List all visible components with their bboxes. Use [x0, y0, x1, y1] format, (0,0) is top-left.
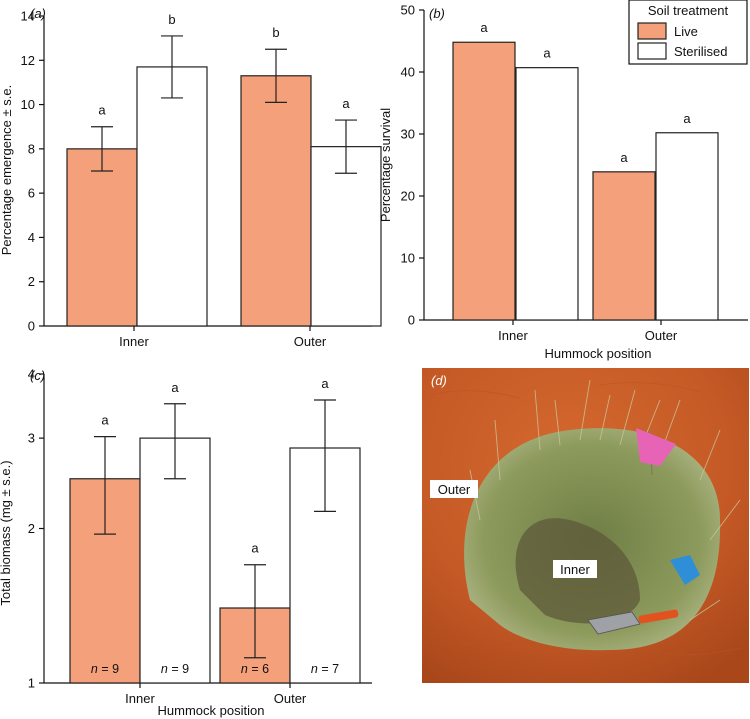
panel-a-bars: a b b a	[66, 12, 382, 327]
significance-letter: a	[683, 111, 691, 126]
y-tick-label: 2	[28, 274, 35, 289]
sand-texture	[429, 382, 741, 655]
significance-letter: a	[171, 380, 179, 395]
sample-size-label: n = 6	[241, 662, 269, 676]
legend-title: Soil treatment	[648, 3, 729, 18]
panel-d-label: (d)	[431, 373, 447, 388]
panel-a-axes: 0 2 4 6 8 10 12 14 Inner Outer	[21, 9, 372, 349]
x-tick-label: Inner	[498, 328, 528, 343]
significance-letter: a	[620, 150, 628, 165]
sample-size-label: n = 7	[311, 662, 339, 676]
y-tick-label: 14	[21, 9, 35, 24]
significance-letter: a	[543, 46, 551, 61]
bar-live-inner	[452, 41, 516, 321]
x-tick-label: Outer	[274, 691, 307, 706]
significance-letter: a	[480, 20, 488, 35]
y-tick-label: 10	[21, 97, 35, 112]
y-tick-label: 3	[28, 431, 35, 446]
legend: Soil treatment Live Sterilised	[628, 0, 748, 65]
significance-letter: a	[98, 103, 106, 118]
panel-a-label: (a)	[30, 6, 46, 21]
panel-b-x-axis-label: Hummock position	[545, 346, 652, 361]
panel-d-photo: Outer Inner (d)	[422, 368, 749, 683]
y-tick-label: 20	[401, 189, 415, 204]
sample-size-label: n = 9	[161, 662, 189, 676]
significance-letter: b	[272, 25, 279, 40]
y-tick-label: 8	[28, 141, 35, 156]
legend-swatch-sterilised	[637, 42, 667, 60]
y-tick-label: 10	[401, 251, 415, 266]
panel-a-y-axis-label: Percentage emergence ± s.e.	[0, 85, 14, 255]
trowel-icon	[587, 609, 679, 635]
bar-sterilised-inner	[136, 66, 208, 327]
significance-letter: a	[321, 376, 329, 391]
x-tick-label: Inner	[125, 691, 155, 706]
significance-letter: a	[251, 541, 259, 556]
y-tick-label: 50	[401, 3, 415, 18]
y-tick-label: 30	[401, 127, 415, 142]
y-tick-label: 4	[28, 230, 35, 245]
y-tick-label: 40	[401, 65, 415, 80]
panel-c-bars: a n = 9 a n = 6 a n = 9 a n = 7	[69, 376, 361, 684]
photo-label-bg-outer	[430, 480, 478, 498]
panel-b-label: (b)	[429, 6, 445, 21]
y-tick-label: 1	[28, 676, 35, 691]
x-tick-label: Outer	[294, 334, 327, 349]
significance-letter: a	[101, 413, 109, 428]
panel-c-label: (c)	[30, 368, 45, 383]
photo-label-bg-inner	[553, 560, 597, 578]
photo-label-inner: Inner	[560, 562, 590, 577]
panel-c: (c) 1 2 3 4 Inner Outer a n = 9 a n = 6 a n = 9 a n …	[0, 367, 372, 718]
pink-flag-icon	[636, 428, 676, 476]
y-tick-label: 2	[28, 521, 35, 536]
panel-a: (a) 0 2 4 6 8 10 12 14 Inner Outer a b b a Percentag…	[0, 6, 382, 349]
x-tick-label: Outer	[645, 328, 678, 343]
panel-b-y-axis-label: Percentage survival	[378, 108, 393, 222]
sample-size-label: n = 9	[91, 662, 119, 676]
grass-strands	[469, 379, 741, 621]
legend-entry-sterilised: Sterilised	[674, 44, 727, 59]
bar-live-inner	[66, 148, 138, 327]
significance-letter: a	[342, 96, 350, 111]
y-tick-label: 4	[28, 367, 35, 382]
x-tick-label: Inner	[119, 334, 149, 349]
panel-b-bars: a a a a	[452, 20, 719, 321]
y-tick-label: 0	[28, 319, 35, 334]
y-tick-label: 6	[28, 186, 35, 201]
bar-live-outer	[592, 171, 656, 321]
y-tick-label: 12	[21, 53, 35, 68]
bar-sterilised-inner	[515, 67, 579, 321]
y-tick-label: 0	[408, 313, 415, 328]
blue-flag-icon	[670, 555, 700, 585]
legend-entry-live: Live	[674, 24, 698, 39]
significance-letter: b	[168, 12, 175, 27]
panel-b: (b) 0 10 20 30 40 50 Inner Outer a a a a Percentag…	[378, 0, 748, 361]
panel-c-x-axis-label: Hummock position	[158, 703, 265, 718]
panel-c-y-axis-label: Total biomass (mg ± s.e.)	[0, 460, 13, 605]
bar-sterilised-outer	[655, 132, 719, 321]
bar-live-outer	[240, 75, 312, 327]
legend-swatch-live	[637, 22, 667, 40]
photo-label-outer: Outer	[438, 482, 471, 497]
